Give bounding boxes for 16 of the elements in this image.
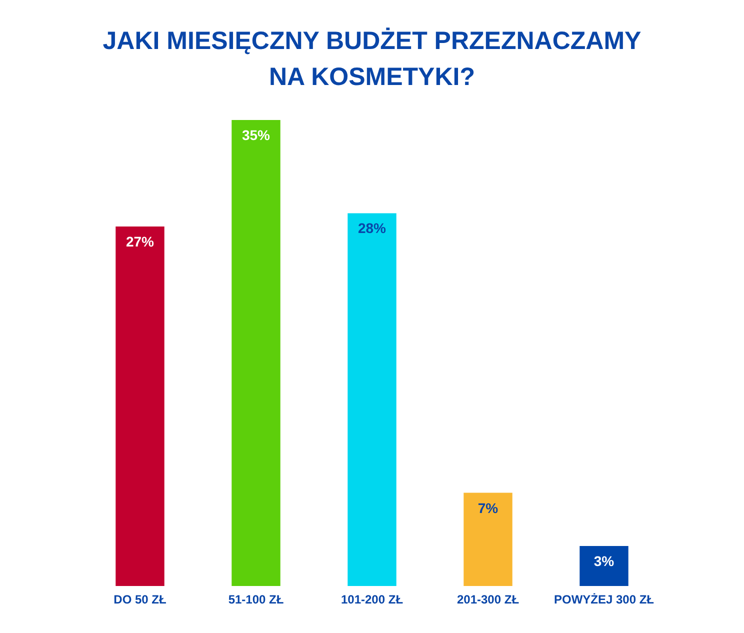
bar <box>232 120 280 586</box>
x-tick-label: DO 50 ZŁ <box>114 592 166 606</box>
chart-title: JAKI MIESIĘCZNY BUDŻET PRZEZNACZAMY NA KOSMETYKI? <box>102 27 642 91</box>
bar <box>348 213 396 586</box>
x-tick-label: 101-200 ZŁ <box>340 592 404 606</box>
x-tick-label: 51-100 ZŁ <box>228 592 284 606</box>
x-tick-label: 201-300 ZŁ <box>456 592 520 606</box>
bar <box>464 492 512 586</box>
data-label: 28% <box>358 220 387 236</box>
x-tick-label: POWYŻEJ 300 ZŁ <box>554 592 654 606</box>
bar <box>116 226 164 586</box>
bar <box>580 546 628 586</box>
data-label: 3% <box>594 553 615 570</box>
data-label: 7% <box>478 500 499 516</box>
data-label: 27% <box>126 234 155 250</box>
data-label: 35% <box>242 127 271 143</box>
